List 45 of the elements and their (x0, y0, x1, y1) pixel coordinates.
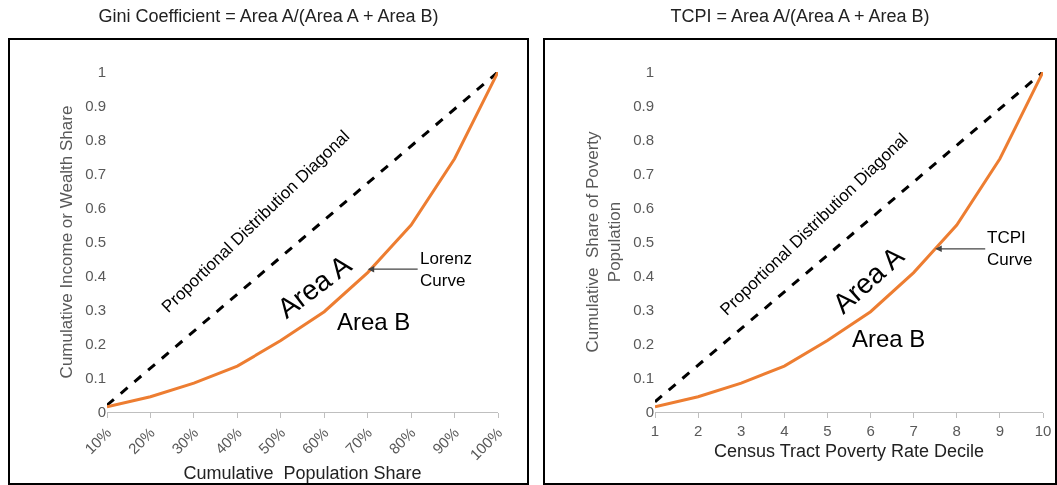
x-tick-label: 6 (866, 422, 875, 439)
y-tick-label: 0.6 (633, 199, 654, 217)
y-tick-label: 0.2 (85, 335, 106, 353)
x-tick-label: 40% (211, 423, 245, 458)
y-tick-label: 0 (97, 403, 106, 421)
x-tick-label: 3 (737, 422, 746, 439)
y-tick-label: 0.5 (633, 233, 654, 251)
y-tick-label: 1 (645, 63, 654, 81)
y-tick-label: 0.3 (85, 301, 106, 319)
y-tick-label: 0.7 (85, 165, 106, 183)
annotation: TCPI Curve (987, 228, 1033, 270)
x-axis-title: Census Tract Poverty Rate Decile (713, 441, 985, 462)
chart-title: TCPI = Area A/(Area A + Area B) (669, 6, 931, 27)
x-tick-label: 80% (385, 423, 419, 458)
x-tick-label: 4 (780, 422, 789, 439)
y-tick-label: 0.4 (85, 267, 106, 285)
y-tick-label: 0.9 (633, 97, 654, 115)
x-tick-label: 9 (995, 422, 1005, 439)
x-tick-label: 10 (1034, 422, 1052, 439)
y-tick-label: 0.4 (633, 267, 654, 285)
y-tick-label: 0.8 (633, 131, 654, 149)
x-tick-label: 60% (298, 423, 332, 458)
x-tick-label: 8 (952, 422, 961, 439)
y-tick-label: 0 (645, 403, 654, 421)
y-tick-label: 0.5 (85, 233, 106, 251)
x-tick-label: 5 (823, 422, 832, 439)
y-axis-title: Cumulative Income or Wealth Share (56, 105, 76, 379)
y-tick-label: 0.2 (633, 335, 654, 353)
y-tick-label: 0.6 (85, 199, 106, 217)
x-tick-label: 70% (341, 423, 376, 458)
x-tick-label: 7 (909, 422, 918, 439)
y-axis-title: Cumulative Share of Poverty Population (582, 130, 624, 353)
annotation: Lorenz Curve (420, 249, 472, 291)
chart-title: Gini Coefficient = Area A/(Area A + Area B) (97, 6, 440, 27)
x-tick-label: 2 (693, 422, 703, 439)
x-axis-title: Cumulative Population Share (183, 463, 422, 483)
y-tick-label: 0.1 (633, 369, 654, 387)
annotation: Area B (852, 325, 926, 352)
y-tick-label: 0.9 (85, 97, 106, 115)
y-tick-label: 0.3 (633, 301, 654, 319)
y-tick-label: 0.7 (633, 165, 654, 183)
y-tick-label: 1 (97, 63, 106, 81)
y-tick-label: 0.8 (85, 131, 106, 149)
annotation: Area B (337, 308, 411, 335)
y-tick-label: 0.1 (85, 369, 106, 387)
